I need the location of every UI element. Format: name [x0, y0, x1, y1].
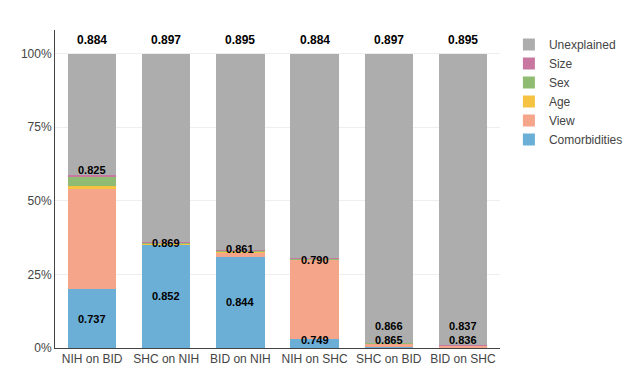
- svg-text:0.844: 0.844: [226, 296, 254, 308]
- svg-text:25%: 25%: [28, 268, 52, 282]
- svg-text:Unexplained: Unexplained: [549, 38, 616, 52]
- svg-text:0.869: 0.869: [152, 237, 180, 249]
- svg-text:100%: 100%: [21, 47, 52, 61]
- svg-text:50%: 50%: [28, 194, 52, 208]
- svg-text:0.836: 0.836: [449, 334, 477, 346]
- svg-text:0.825: 0.825: [78, 164, 106, 176]
- svg-text:BID on SHC: BID on SHC: [430, 352, 496, 366]
- svg-text:Size: Size: [549, 57, 573, 71]
- svg-text:0.866: 0.866: [375, 320, 403, 332]
- svg-text:BID on NIH: BID on NIH: [210, 352, 271, 366]
- svg-text:View: View: [549, 114, 575, 128]
- svg-text:0.897: 0.897: [374, 33, 404, 47]
- svg-text:NIH on BID: NIH on BID: [62, 352, 123, 366]
- svg-text:0.884: 0.884: [300, 33, 330, 47]
- svg-text:0.737: 0.737: [78, 313, 106, 325]
- svg-text:0.884: 0.884: [77, 33, 107, 47]
- svg-text:Comorbidities: Comorbidities: [549, 133, 622, 147]
- svg-text:NIH on SHC: NIH on SHC: [282, 352, 348, 366]
- svg-text:SHC on BID: SHC on BID: [356, 352, 422, 366]
- svg-text:0.895: 0.895: [448, 33, 478, 47]
- svg-text:0.895: 0.895: [225, 33, 255, 47]
- svg-text:Age: Age: [549, 95, 571, 109]
- svg-text:0.790: 0.790: [301, 254, 329, 266]
- svg-text:0.837: 0.837: [449, 320, 477, 332]
- svg-text:0.852: 0.852: [152, 290, 180, 302]
- svg-text:0%: 0%: [34, 341, 52, 355]
- svg-text:0.865: 0.865: [375, 334, 403, 346]
- svg-text:0.861: 0.861: [226, 243, 254, 255]
- svg-text:0.897: 0.897: [151, 33, 181, 47]
- svg-text:SHC on NIH: SHC on NIH: [133, 352, 199, 366]
- svg-text:Sex: Sex: [549, 76, 570, 90]
- svg-text:75%: 75%: [28, 120, 52, 134]
- svg-text:0.749: 0.749: [301, 334, 329, 346]
